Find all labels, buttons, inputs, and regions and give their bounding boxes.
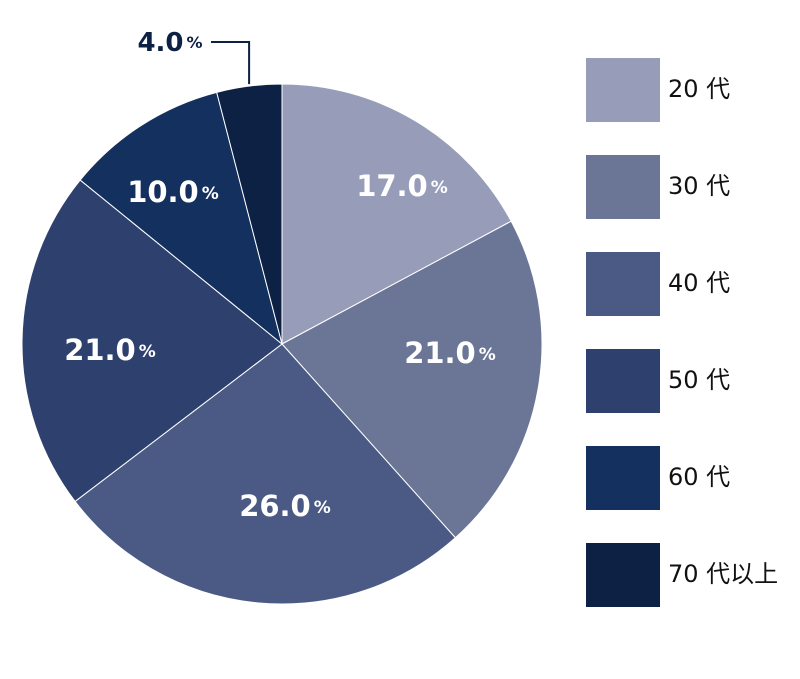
legend-swatch-5 [586,446,660,510]
data-label-6: 4.0% [137,28,202,58]
pie-slice-6 [216,83,283,345]
pie-data-labels: 17.0 % 21.0 % 26.0 % 21.0 % 10.0 % 4.0% [64,28,496,524]
legend-label-2: 30 代 [668,172,730,200]
data-label-3: 26.0% [239,489,331,523]
pie-slice-1 [281,83,512,345]
legend: 20 代 30 代 40 代 50 代 60 代 70 代以上 [586,58,778,607]
legend-swatch-6 [586,543,660,607]
legend-swatch-3 [586,252,660,316]
data-label-2: 21.0% [404,336,496,370]
legend-label-6: 70 代以上 [668,560,778,588]
pie-slice-4 [21,179,283,503]
legend-label-3: 40 代 [668,269,730,297]
data-label-1: 17.0% [356,169,448,203]
pie-slices [21,83,543,605]
legend-label-5: 60 代 [668,463,730,491]
legend-swatch-1 [586,58,660,122]
legend-label-4: 50 代 [668,366,730,394]
pie-slice-5 [79,91,283,346]
pie-slice-3 [74,343,457,605]
legend-swatch-2 [586,155,660,219]
data-label-4: 21.0% [64,333,156,367]
data-label-5: 10.0% [127,175,219,209]
leader-line [211,41,251,85]
legend-label-1: 20 代 [668,75,730,103]
pie-slice-2 [281,220,543,539]
legend-swatch-4 [586,349,660,413]
